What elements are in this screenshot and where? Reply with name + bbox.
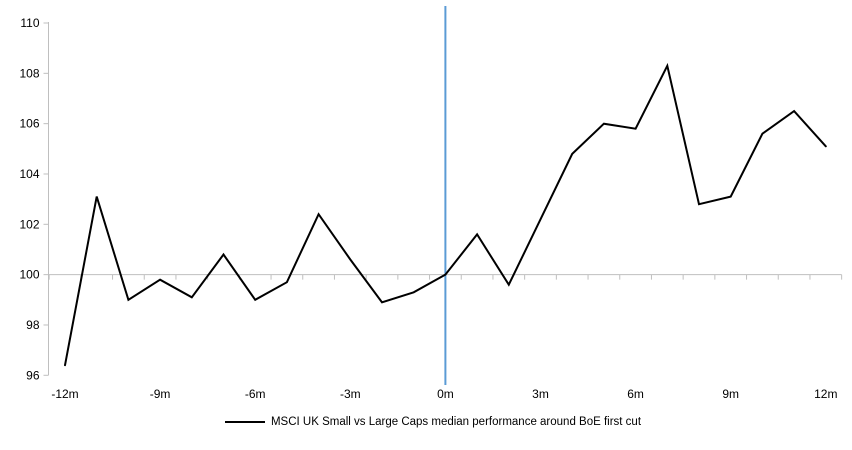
- x-axis-tick-label: 3m: [532, 387, 549, 401]
- y-axis-tick-label: 110: [20, 16, 39, 30]
- y-axis-tick-label: 108: [19, 66, 39, 80]
- x-axis-tick-label: 9m: [722, 387, 739, 401]
- series-line: [64, 62, 827, 367]
- legend-line-swatch: [224, 421, 265, 423]
- legend-label: MSCI UK Small vs Large Caps median perfo…: [270, 416, 642, 428]
- x-axis-tick-label: -9m: [150, 387, 171, 401]
- y-axis-tick-label: 106: [19, 117, 39, 131]
- x-axis-tick-label: 6m: [627, 387, 644, 401]
- x-axis-tick-label: 0m: [437, 387, 454, 401]
- y-axis-tick-label: 104: [19, 167, 39, 181]
- y-axis-tick-label: 98: [26, 318, 40, 332]
- y-axis-tick-label: 102: [19, 217, 39, 231]
- y-axis-tick-label: 96: [26, 368, 40, 382]
- line-chart: 96 98 100 102 104 106 108 110 -12m -9m -6m -3m 0m 3m 6…: [19, 6, 843, 401]
- x-axis-tick-label: -6m: [245, 387, 266, 401]
- chart-legend: MSCI UK Small vs Large Caps median perfo…: [0, 416, 852, 428]
- x-axis-tick-label: -12m: [51, 387, 78, 401]
- x-axis-tick-label: 12m: [814, 387, 837, 401]
- x-axis-tick-label: -3m: [340, 387, 361, 401]
- y-axis-tick-label: 100: [19, 268, 39, 282]
